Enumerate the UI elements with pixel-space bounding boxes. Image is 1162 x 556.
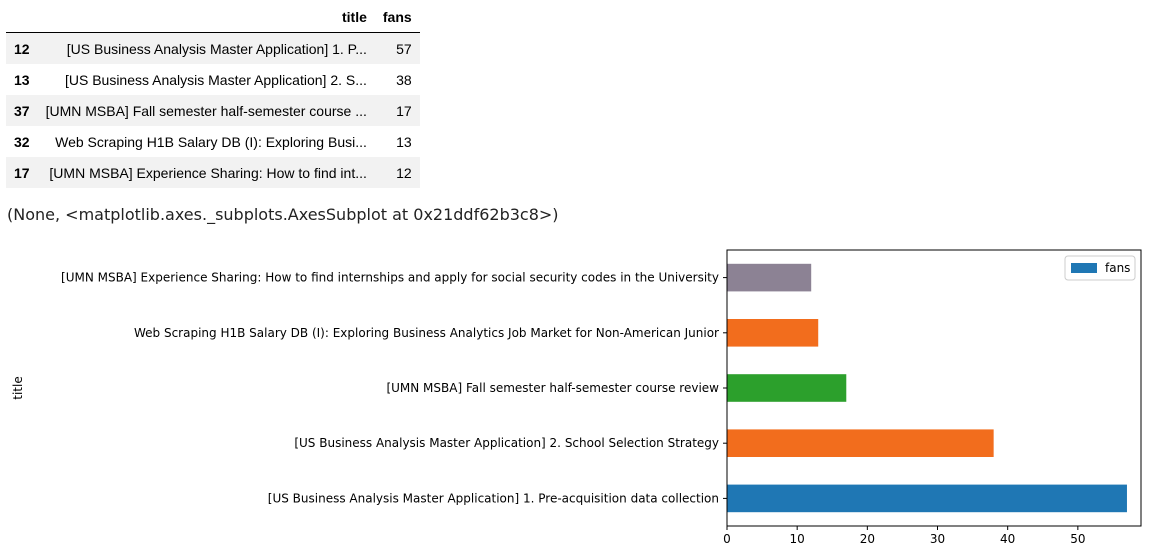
y-tick-label: [UMN MSBA] Experience Sharing: How to fi… (61, 271, 719, 285)
x-tick-label: 30 (930, 532, 945, 546)
bar (727, 319, 819, 347)
dataframe-table: title fans 12 [US Business Analysis Mast… (6, 2, 420, 188)
x-tick-label: 0 (723, 532, 731, 546)
row-index: 37 (14, 102, 30, 119)
x-tick-label: 40 (1000, 532, 1015, 546)
row-index: 17 (14, 164, 30, 181)
row-fans: 57 (396, 40, 412, 57)
x-tick-label: 10 (790, 532, 805, 546)
bar-chart: [US Business Analysis Master Application… (11, 249, 1142, 546)
x-tick-label: 50 (1070, 532, 1085, 546)
row-fans: 13 (396, 133, 412, 150)
row-title: [US Business Analysis Master Application… (64, 71, 367, 88)
row-fans: 17 (396, 102, 412, 119)
row-title: [US Business Analysis Master Application… (66, 40, 367, 57)
table-row: 17 [UMN MSBA] Experience Sharing: How to… (6, 157, 420, 188)
y-tick-label: [UMN MSBA] Fall semester half-semester c… (386, 381, 719, 395)
legend-swatch (1071, 263, 1097, 273)
y-axis-label: title (11, 376, 25, 399)
bar (727, 429, 994, 457)
row-index: 32 (14, 133, 30, 150)
row-fans: 12 (396, 164, 412, 181)
row-title: Web Scraping H1B Salary DB (I): Explorin… (55, 133, 367, 150)
output-repr: (None, <matplotlib.axes._subplots.AxesSu… (7, 205, 559, 224)
plot-frame (726, 249, 1142, 527)
row-index: 12 (14, 40, 30, 57)
table-row: 12 [US Business Analysis Master Applicat… (6, 32, 420, 64)
legend-box (1064, 255, 1136, 281)
bar (727, 263, 812, 292)
row-title: [UMN MSBA] Fall semester half-semester c… (45, 102, 367, 119)
bar (727, 484, 1127, 513)
header-title: title (37, 2, 375, 33)
y-tick-label: [US Business Analysis Master Application… (268, 491, 719, 505)
row-title: [UMN MSBA] Experience Sharing: How to fi… (49, 164, 367, 181)
table-header-row: title fans (6, 2, 420, 33)
y-tick-label: [US Business Analysis Master Application… (294, 436, 719, 450)
row-fans: 38 (396, 71, 412, 88)
table-row: 13 [US Business Analysis Master Applicat… (6, 64, 420, 95)
legend-label: fans (1105, 261, 1130, 275)
x-tick-label: 20 (860, 532, 875, 546)
bar (727, 374, 847, 402)
header-index (6, 2, 38, 33)
row-index: 13 (14, 71, 30, 88)
y-tick-label: Web Scraping H1B Salary DB (I): Explorin… (134, 326, 719, 340)
header-fans: fans (374, 2, 420, 33)
table-row: 32 Web Scraping H1B Salary DB (I): Explo… (6, 126, 420, 157)
table-row: 37 [UMN MSBA] Fall semester half-semeste… (6, 95, 420, 126)
